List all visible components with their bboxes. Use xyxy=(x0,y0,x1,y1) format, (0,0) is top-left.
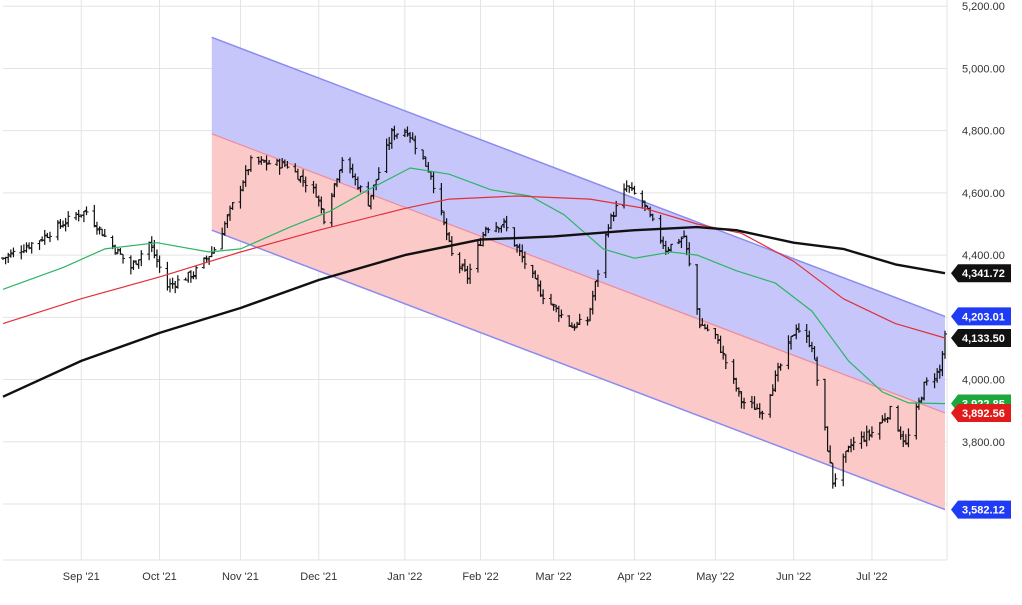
y-axis: 5,200.00 5,000.00 4,800.00 4,600.00 4,400.00… xyxy=(962,1,1005,511)
x-tick-label: Mar '22 xyxy=(535,571,571,583)
price-tag: 4,341.72 xyxy=(951,264,1011,283)
x-tick-label: Oct '21 xyxy=(142,571,177,583)
x-tick-label: Jan '22 xyxy=(387,571,422,583)
x-tick-label: May '22 xyxy=(696,571,734,583)
price-tag-label: 4,341.72 xyxy=(962,268,1005,280)
y-tick-label: 5,200.00 xyxy=(962,1,1005,13)
price-tag-background xyxy=(951,403,1011,422)
x-tick-label: Feb '22 xyxy=(462,571,498,583)
channel-upper-band xyxy=(211,37,945,413)
price-tag-label: 3,582.12 xyxy=(962,505,1005,517)
price-tag-background xyxy=(951,500,1011,519)
x-tick-label: Dec '21 xyxy=(300,571,337,583)
moving-average-lines xyxy=(2,167,946,405)
price-tag-background xyxy=(951,264,1011,283)
x-tick-label: Nov '21 xyxy=(222,571,259,583)
x-tick-label: Jun '22 xyxy=(776,571,811,583)
price-tag: 4,133.50 xyxy=(951,329,1011,348)
price-tag: 4,203.01 xyxy=(951,307,1011,326)
x-tick-label: Sep '21 xyxy=(63,571,100,583)
price-tag: 3,892.56 xyxy=(951,403,1011,422)
moving-average-medium-line xyxy=(2,195,946,339)
price-tag: 3,582.12 xyxy=(951,500,1011,519)
y-tick-label: 4,800.00 xyxy=(962,126,1005,138)
price-tag-background xyxy=(951,329,1011,348)
price-tag-label: 4,203.01 xyxy=(962,311,1005,323)
price-tag-label: 4,133.50 xyxy=(962,333,1005,345)
x-axis: Sep '21 Oct '21 Nov '21 Dec '21 Jan '22 Feb '… xyxy=(63,571,888,583)
channel-lower-band xyxy=(211,133,945,510)
x-tick-label: Jul '22 xyxy=(856,571,887,583)
regression-channel xyxy=(211,36,946,511)
price-bars xyxy=(1,125,947,489)
y-tick-label: 4,400.00 xyxy=(962,250,1005,262)
y-tick-label: 3,800.00 xyxy=(962,437,1005,449)
y-tick-label: 5,000.00 xyxy=(962,63,1005,75)
price-tag-label: 3,892.56 xyxy=(962,408,1005,420)
x-tick-label: Apr '22 xyxy=(617,571,652,583)
price-tags: 4,341.724,203.014,133.503,922.853,892.56… xyxy=(951,264,1011,519)
y-tick-label: 4,600.00 xyxy=(962,188,1005,200)
channel-upper-line xyxy=(211,36,946,318)
price-tag-background xyxy=(951,307,1011,326)
channel-mid-line xyxy=(211,133,946,414)
y-tick-label: 4,000.00 xyxy=(962,375,1005,387)
moving-average-long-line xyxy=(2,225,946,398)
